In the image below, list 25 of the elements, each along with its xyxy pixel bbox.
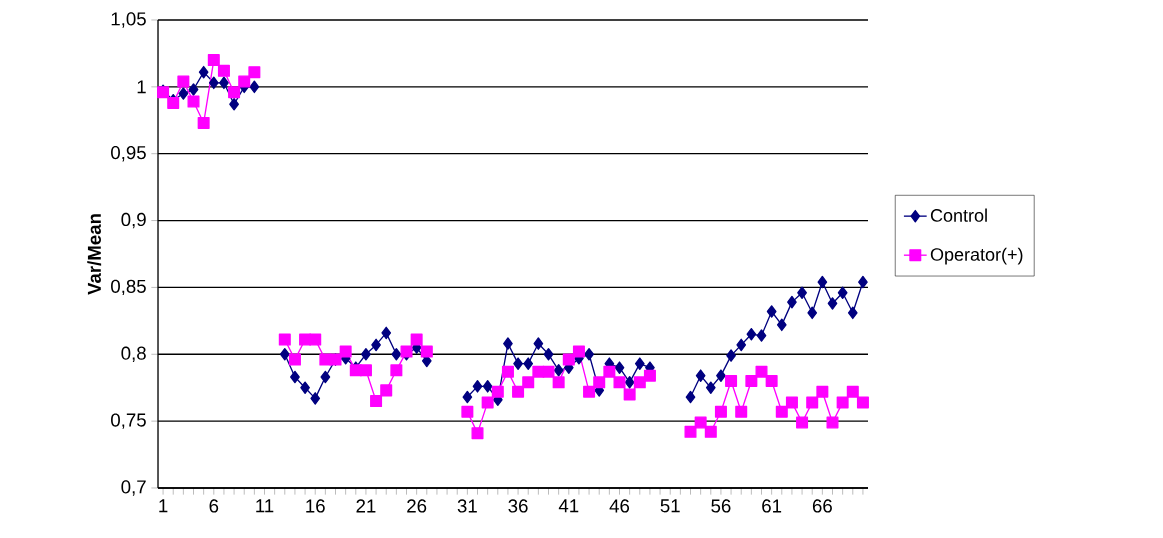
x-tick-label: 51 bbox=[660, 499, 680, 513]
x-tick-label: 66 bbox=[812, 499, 832, 513]
y-axis-title: Var/Mean bbox=[87, 214, 102, 295]
x-tick-label: 61 bbox=[762, 499, 782, 513]
y-tick-label: 0,7 bbox=[121, 480, 146, 496]
x-tick-label: 16 bbox=[306, 499, 325, 513]
legend-label: Control bbox=[930, 208, 987, 222]
y-tick-label: 0,75 bbox=[111, 413, 146, 429]
x-tick-label: 1 bbox=[159, 499, 168, 513]
y-tick-label: 0,95 bbox=[111, 145, 146, 162]
x-tick-label: 56 bbox=[711, 499, 731, 513]
x-tick-label: 26 bbox=[407, 499, 427, 513]
x-tick-label: 6 bbox=[209, 499, 219, 513]
y-tick-label: 0,9 bbox=[121, 212, 146, 229]
x-tick-label: 36 bbox=[508, 499, 528, 513]
y-tick-label: 0,85 bbox=[111, 279, 146, 296]
legend-label: Operator(+) bbox=[930, 247, 1023, 265]
y-tick-label: 1,05 bbox=[111, 12, 146, 28]
y-tick-label: 0,8 bbox=[121, 346, 146, 362]
x-tick-label: 31 bbox=[457, 499, 477, 513]
x-tick-label: 41 bbox=[558, 499, 579, 513]
x-tick-label: 21 bbox=[356, 499, 376, 513]
x-tick-label: 46 bbox=[609, 499, 630, 513]
y-tick-label: 1 bbox=[137, 80, 146, 94]
x-tick-label: 11 bbox=[256, 499, 274, 513]
